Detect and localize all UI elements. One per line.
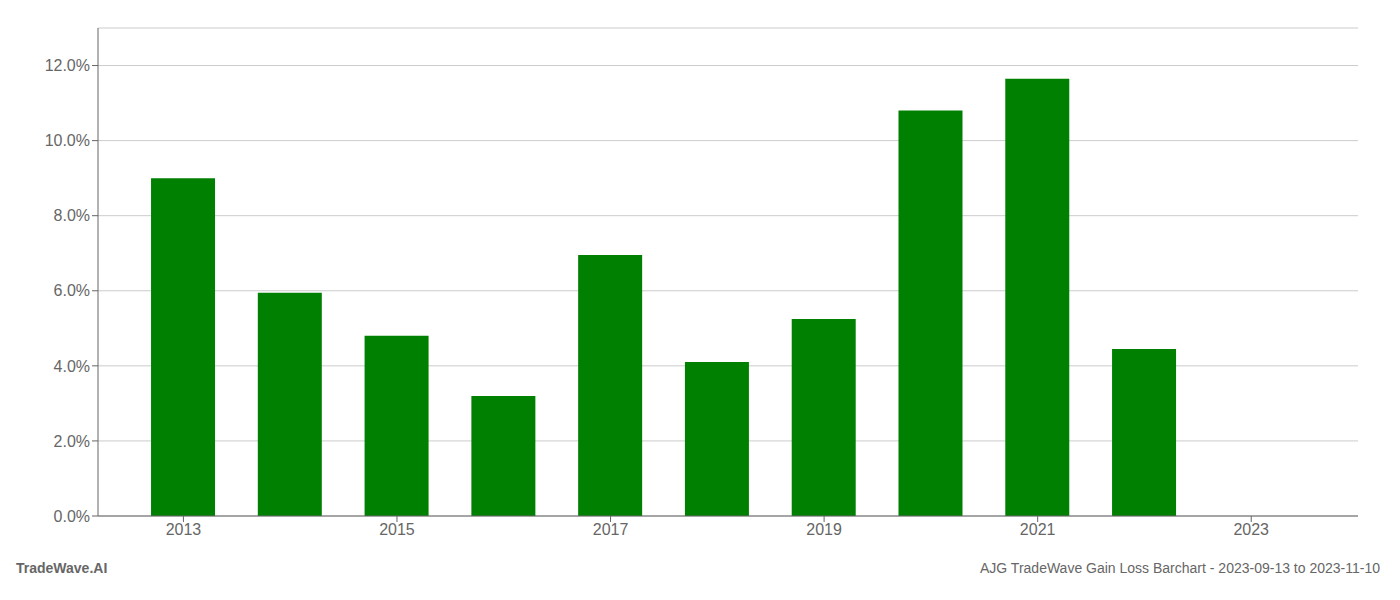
svg-text:2021: 2021 <box>1020 521 1056 538</box>
svg-text:0.0%: 0.0% <box>54 508 90 525</box>
svg-text:10.0%: 10.0% <box>45 132 90 149</box>
svg-text:4.0%: 4.0% <box>54 358 90 375</box>
svg-text:2.0%: 2.0% <box>54 433 90 450</box>
svg-text:2023: 2023 <box>1233 521 1269 538</box>
svg-text:2017: 2017 <box>593 521 629 538</box>
svg-text:12.0%: 12.0% <box>45 57 90 74</box>
svg-text:2019: 2019 <box>806 521 842 538</box>
svg-text:2013: 2013 <box>166 521 202 538</box>
svg-text:8.0%: 8.0% <box>54 207 90 224</box>
svg-text:6.0%: 6.0% <box>54 282 90 299</box>
html-text:TradeWave.AI: TradeWave.AI <box>16 560 108 576</box>
html-text:AJG TradeWave Gain Loss Barcha: AJG TradeWave Gain Loss Barchart - 2023-… <box>980 560 1380 576</box>
svg-text:2015: 2015 <box>379 521 415 538</box>
